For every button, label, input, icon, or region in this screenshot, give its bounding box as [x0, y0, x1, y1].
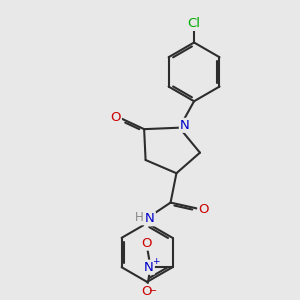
Text: N: N — [180, 119, 190, 132]
Text: O: O — [198, 202, 209, 216]
Text: H: H — [135, 212, 144, 224]
Text: +: + — [152, 257, 160, 266]
Text: Cl: Cl — [188, 17, 201, 30]
Text: O: O — [110, 111, 121, 124]
Text: N: N — [144, 261, 154, 274]
Text: O: O — [142, 285, 152, 298]
Text: −: − — [149, 286, 158, 296]
Text: N: N — [145, 212, 155, 225]
Text: O: O — [142, 237, 152, 250]
